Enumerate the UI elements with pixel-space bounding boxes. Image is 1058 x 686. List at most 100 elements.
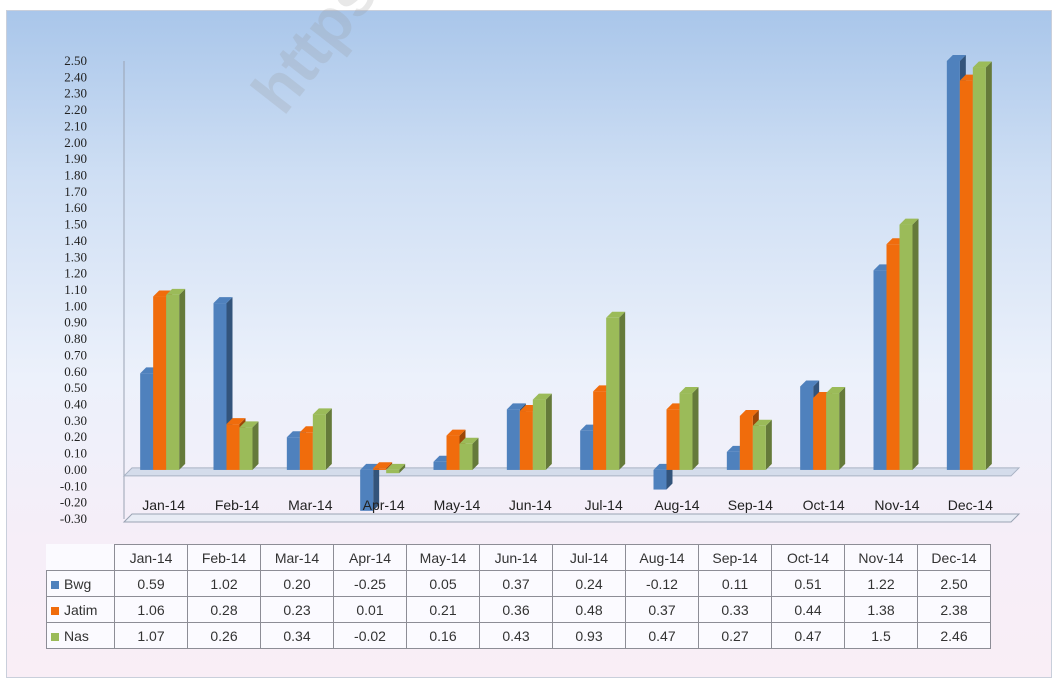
bar-side — [912, 218, 919, 470]
y-tick-label: -0.30 — [60, 511, 87, 526]
bar — [360, 469, 374, 511]
table-cell: -0.02 — [333, 622, 407, 649]
table-column-header: Dec-14 — [917, 544, 991, 571]
y-tick-label: 0.00 — [64, 462, 87, 477]
table-row: Nas 1.07 0.26 0.34 -0.02 0.16 0.43 0.93 0.47 0.27… — [46, 622, 991, 649]
bar-top — [752, 419, 772, 426]
bar-top — [312, 408, 332, 415]
table-cell: 0.23 — [260, 596, 334, 623]
bar-side — [545, 393, 552, 470]
bar-top — [679, 387, 699, 394]
table-cell: 0.26 — [187, 622, 261, 649]
table-cell: 2.50 — [917, 570, 991, 597]
table-column-header: Sep-14 — [698, 544, 772, 571]
table-cell: 0.48 — [552, 596, 626, 623]
y-tick-label: 1.10 — [64, 282, 87, 297]
bar — [166, 294, 180, 470]
bar-top — [606, 311, 626, 318]
bar-top — [459, 437, 479, 444]
bar — [606, 317, 620, 470]
y-tick-label: 0.90 — [64, 315, 87, 330]
bar-side — [399, 463, 406, 474]
zero-plane — [122, 467, 1021, 477]
bar — [299, 432, 313, 470]
bar — [679, 393, 693, 470]
table-column-header: Mar-14 — [260, 544, 334, 571]
bar — [506, 409, 520, 470]
legend-swatch — [51, 606, 59, 615]
bar — [433, 461, 447, 470]
x-tick-label: Dec-14 — [948, 497, 993, 513]
bar-top — [972, 61, 992, 68]
y-tick-label: 1.60 — [64, 200, 87, 215]
table-cell: 1.38 — [844, 596, 918, 623]
bar-side — [472, 437, 479, 470]
y-tick-label: -0.10 — [60, 478, 87, 493]
table-cell: 1.02 — [187, 570, 261, 597]
bar-top — [213, 297, 233, 304]
legend-label: Bwg — [64, 575, 92, 592]
table-cell: 0.37 — [479, 570, 553, 597]
legend-entry: Nas — [46, 622, 115, 649]
bar — [886, 244, 900, 470]
bar-side — [839, 387, 846, 470]
bar — [226, 424, 240, 470]
bar-side — [373, 463, 380, 511]
bar-side — [985, 61, 992, 470]
legend-entry: Jatim — [46, 596, 115, 623]
table-column-header: Aug-14 — [625, 544, 699, 571]
table-cell: 0.21 — [406, 596, 480, 623]
bar-side — [765, 419, 772, 470]
data-table: Jan-14 Feb-14 Mar-14 Apr-14 May-14 Jun-14 Jul-… — [46, 544, 991, 649]
x-tick-label: Apr-14 — [363, 497, 405, 513]
chart-area: 2.502.40 2.302.202.10 2.001.90 1.801.701.60… — [60, 53, 1021, 526]
table-cell: 0.27 — [698, 622, 772, 649]
table-cell: 1.22 — [844, 570, 918, 597]
y-tick-label: -0.20 — [60, 495, 87, 510]
bar — [972, 67, 986, 470]
x-tick-label: Feb-14 — [215, 497, 260, 513]
y-tick-label: 1.40 — [64, 233, 87, 248]
bar — [446, 435, 460, 470]
bar-side — [179, 288, 186, 470]
table-cell: 0.05 — [406, 570, 480, 597]
y-tick-label: 1.00 — [64, 298, 87, 313]
bar — [800, 386, 814, 470]
bar — [752, 425, 766, 470]
y-tick-label: 2.10 — [64, 118, 87, 133]
table-cell: 0.34 — [260, 622, 334, 649]
y-tick-label: 0.60 — [64, 364, 87, 379]
bar-top — [899, 218, 919, 225]
bar — [826, 393, 840, 470]
x-tick-label: Jul-14 — [585, 497, 623, 513]
table-column-header: Oct-14 — [771, 544, 845, 571]
table-cell: 0.43 — [479, 622, 553, 649]
bar-top — [166, 288, 186, 295]
table-cell: 0.28 — [187, 596, 261, 623]
x-tick-label: Aug-14 — [654, 497, 699, 513]
bar-top — [739, 409, 759, 416]
bar-top — [373, 462, 393, 469]
legend-swatch — [51, 580, 59, 589]
bar — [959, 80, 973, 470]
table-cell: 0.33 — [698, 596, 772, 623]
table-cell: 1.07 — [114, 622, 188, 649]
bar-top — [946, 55, 966, 61]
bar-top — [800, 380, 820, 387]
bar — [140, 373, 154, 470]
table-corner-cell — [46, 544, 115, 571]
bar-top — [239, 421, 259, 428]
chart-frame: 2.50 2.40 2.30 2.20 2.10 2.00 1.90 1.80 1.70 1.60… — [6, 0, 1052, 678]
bar-side — [692, 387, 699, 470]
table-column-header: May-14 — [406, 544, 480, 571]
x-tick-label: Sep-14 — [728, 497, 773, 513]
bar — [739, 415, 753, 470]
x-tick-label: Jun-14 — [509, 497, 552, 513]
table-cell: 1.06 — [114, 596, 188, 623]
table-column-header: Apr-14 — [333, 544, 407, 571]
bar — [813, 397, 827, 470]
bar-side — [252, 421, 259, 470]
bar — [593, 391, 607, 470]
y-tick-label: 1.50 — [64, 217, 87, 232]
y-tick-label: 2.00 — [64, 135, 87, 150]
